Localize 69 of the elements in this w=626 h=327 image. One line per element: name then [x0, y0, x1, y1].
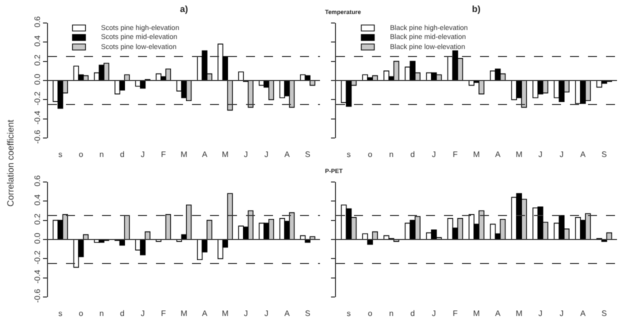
x-tick-label: A: [202, 309, 208, 318]
x-tick-label: J: [244, 309, 248, 318]
x-tick-label: s: [346, 150, 351, 159]
x-tick-label: A: [284, 309, 290, 318]
x-tick-label: s: [58, 309, 62, 318]
x-tick-label: J: [560, 309, 564, 318]
x-tick-label: J: [140, 309, 145, 318]
x-tick-label: J: [538, 150, 542, 159]
x-tick-label: M: [516, 309, 523, 318]
x-tick-label: n: [389, 309, 394, 318]
x-tick-label: A: [495, 309, 502, 318]
y-tick-label: 0.0: [32, 232, 42, 244]
x-tick-label: A: [284, 150, 290, 159]
chart-title: a): [180, 4, 188, 14]
x-tick-label: F: [160, 150, 166, 159]
y-tick-label: 0.4: [32, 34, 42, 47]
x-tick-label: A: [202, 150, 208, 159]
x-tick-label: d: [410, 150, 415, 159]
x-tick-label: J: [538, 309, 542, 318]
x-tick-label: M: [222, 150, 229, 159]
x-tick-label: n: [99, 309, 104, 318]
y-tick-label: -0.6: [32, 288, 42, 303]
x-tick-label: A: [580, 150, 586, 159]
y-axis-title: Correlation coefficient: [6, 119, 16, 207]
x-tick-label: J: [140, 150, 145, 159]
x-tick-label: M: [180, 309, 188, 318]
x-tick-label: o: [78, 309, 84, 318]
x-tick-label: M: [222, 309, 229, 318]
y-tick-label: 0.6: [32, 16, 42, 28]
x-tick-label: o: [78, 150, 84, 159]
x-tick-label: S: [602, 309, 607, 318]
x-tick-label: M: [180, 150, 188, 159]
x-tick-label: A: [495, 150, 502, 159]
x-tick-label: A: [580, 309, 586, 318]
x-tick-label: J: [264, 309, 268, 318]
y-tick-label: -0.6: [32, 129, 42, 144]
y-tick-label: -0.2: [32, 250, 42, 264]
x-tick-label: S: [602, 150, 607, 159]
x-tick-label: F: [160, 309, 166, 318]
x-tick-label: n: [389, 150, 394, 159]
y-tick-label: 0.2: [32, 213, 42, 225]
x-tick-label: F: [452, 150, 458, 159]
x-tick-label: s: [58, 150, 62, 159]
y-tick-label: -0.2: [32, 91, 42, 106]
x-tick-label: M: [473, 309, 480, 318]
x-tick-label: d: [410, 309, 415, 318]
x-tick-label: F: [452, 309, 458, 318]
y-tick-label: -0.4: [32, 110, 42, 125]
chart-title: b): [472, 4, 480, 14]
x-tick-label: J: [432, 150, 436, 159]
y-tick-label: 0.4: [32, 194, 42, 206]
y-tick-label: 0.2: [32, 54, 42, 66]
y-tick-label: 0.6: [32, 174, 42, 186]
x-tick-label: o: [368, 150, 373, 159]
x-tick-label: J: [560, 150, 564, 159]
y-tick-label: -0.4: [32, 269, 42, 284]
x-tick-label: S: [304, 309, 310, 318]
x-tick-label: J: [244, 150, 248, 159]
x-tick-label: M: [516, 150, 523, 159]
x-tick-label: d: [120, 150, 124, 159]
x-tick-label: d: [120, 309, 124, 318]
x-tick-label: n: [99, 150, 104, 159]
x-tick-label: J: [432, 309, 436, 318]
x-tick-label: o: [368, 309, 373, 318]
x-tick-label: M: [473, 150, 480, 159]
x-tick-label: S: [304, 150, 310, 159]
y-tick-label: 0.0: [32, 73, 42, 85]
x-tick-label: s: [346, 309, 351, 318]
x-tick-label: J: [264, 150, 268, 159]
